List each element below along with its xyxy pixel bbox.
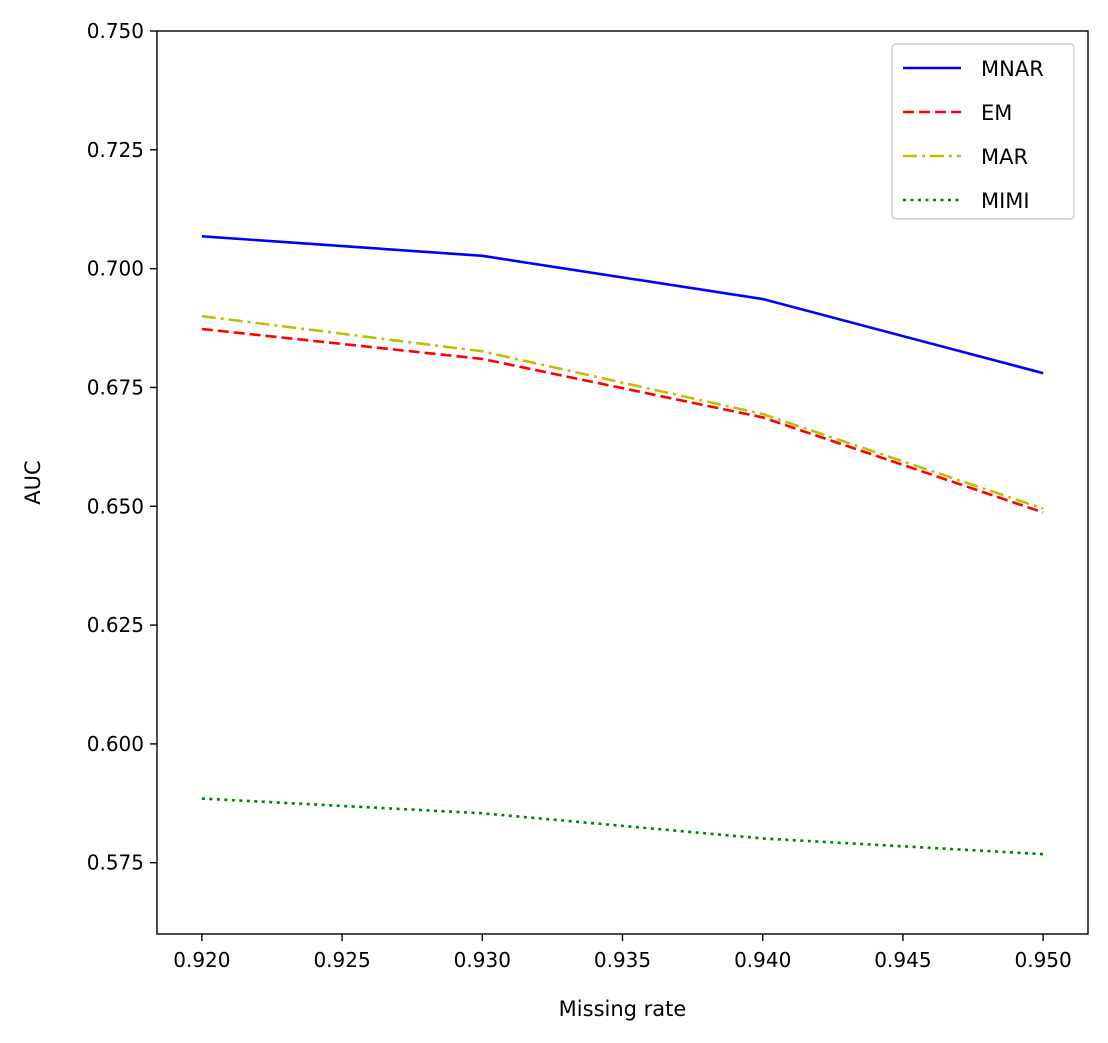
- y-tick-label: 0.725: [87, 138, 144, 162]
- x-tick-label: 0.950: [1014, 948, 1071, 972]
- y-axis-ticks: 0.575 0.600 0.625 0.650 0.675 0.700 0.725 0.750: [87, 19, 157, 875]
- legend: MNAR EM MAR MIMI: [891, 43, 1075, 220]
- x-tick-label: 0.945: [874, 948, 931, 972]
- y-axis-label: AUC: [21, 460, 45, 504]
- legend-label-mar: MAR: [981, 145, 1028, 169]
- legend-label-em: EM: [981, 101, 1012, 125]
- y-tick-label: 0.675: [87, 375, 144, 399]
- x-axis-label: Missing rate: [559, 997, 687, 1021]
- x-tick-label: 0.920: [173, 948, 230, 972]
- x-tick-label: 0.925: [313, 948, 370, 972]
- legend-label-mnar: MNAR: [981, 57, 1044, 81]
- y-tick-label: 0.650: [87, 494, 144, 518]
- x-tick-label: 0.930: [454, 948, 511, 972]
- x-axis-ticks: 0.920 0.925 0.930 0.935 0.940 0.945 0.950: [173, 934, 1072, 972]
- y-tick-label: 0.625: [87, 613, 144, 637]
- y-tick-label: 0.575: [87, 851, 144, 875]
- x-tick-label: 0.940: [734, 948, 791, 972]
- series-line-mnar: [201, 235, 1044, 375]
- series-line-em: [201, 327, 1044, 514]
- series-line-mimi: [201, 797, 1044, 856]
- x-tick-label: 0.935: [594, 948, 651, 972]
- series-line-mar: [201, 314, 1044, 510]
- legend-box: [891, 43, 1075, 220]
- y-tick-label: 0.600: [87, 732, 144, 756]
- legend-label-mimi: MIMI: [981, 189, 1030, 213]
- y-tick-label: 0.700: [87, 257, 144, 281]
- y-tick-label: 0.750: [87, 19, 144, 43]
- series-lines: [201, 235, 1044, 856]
